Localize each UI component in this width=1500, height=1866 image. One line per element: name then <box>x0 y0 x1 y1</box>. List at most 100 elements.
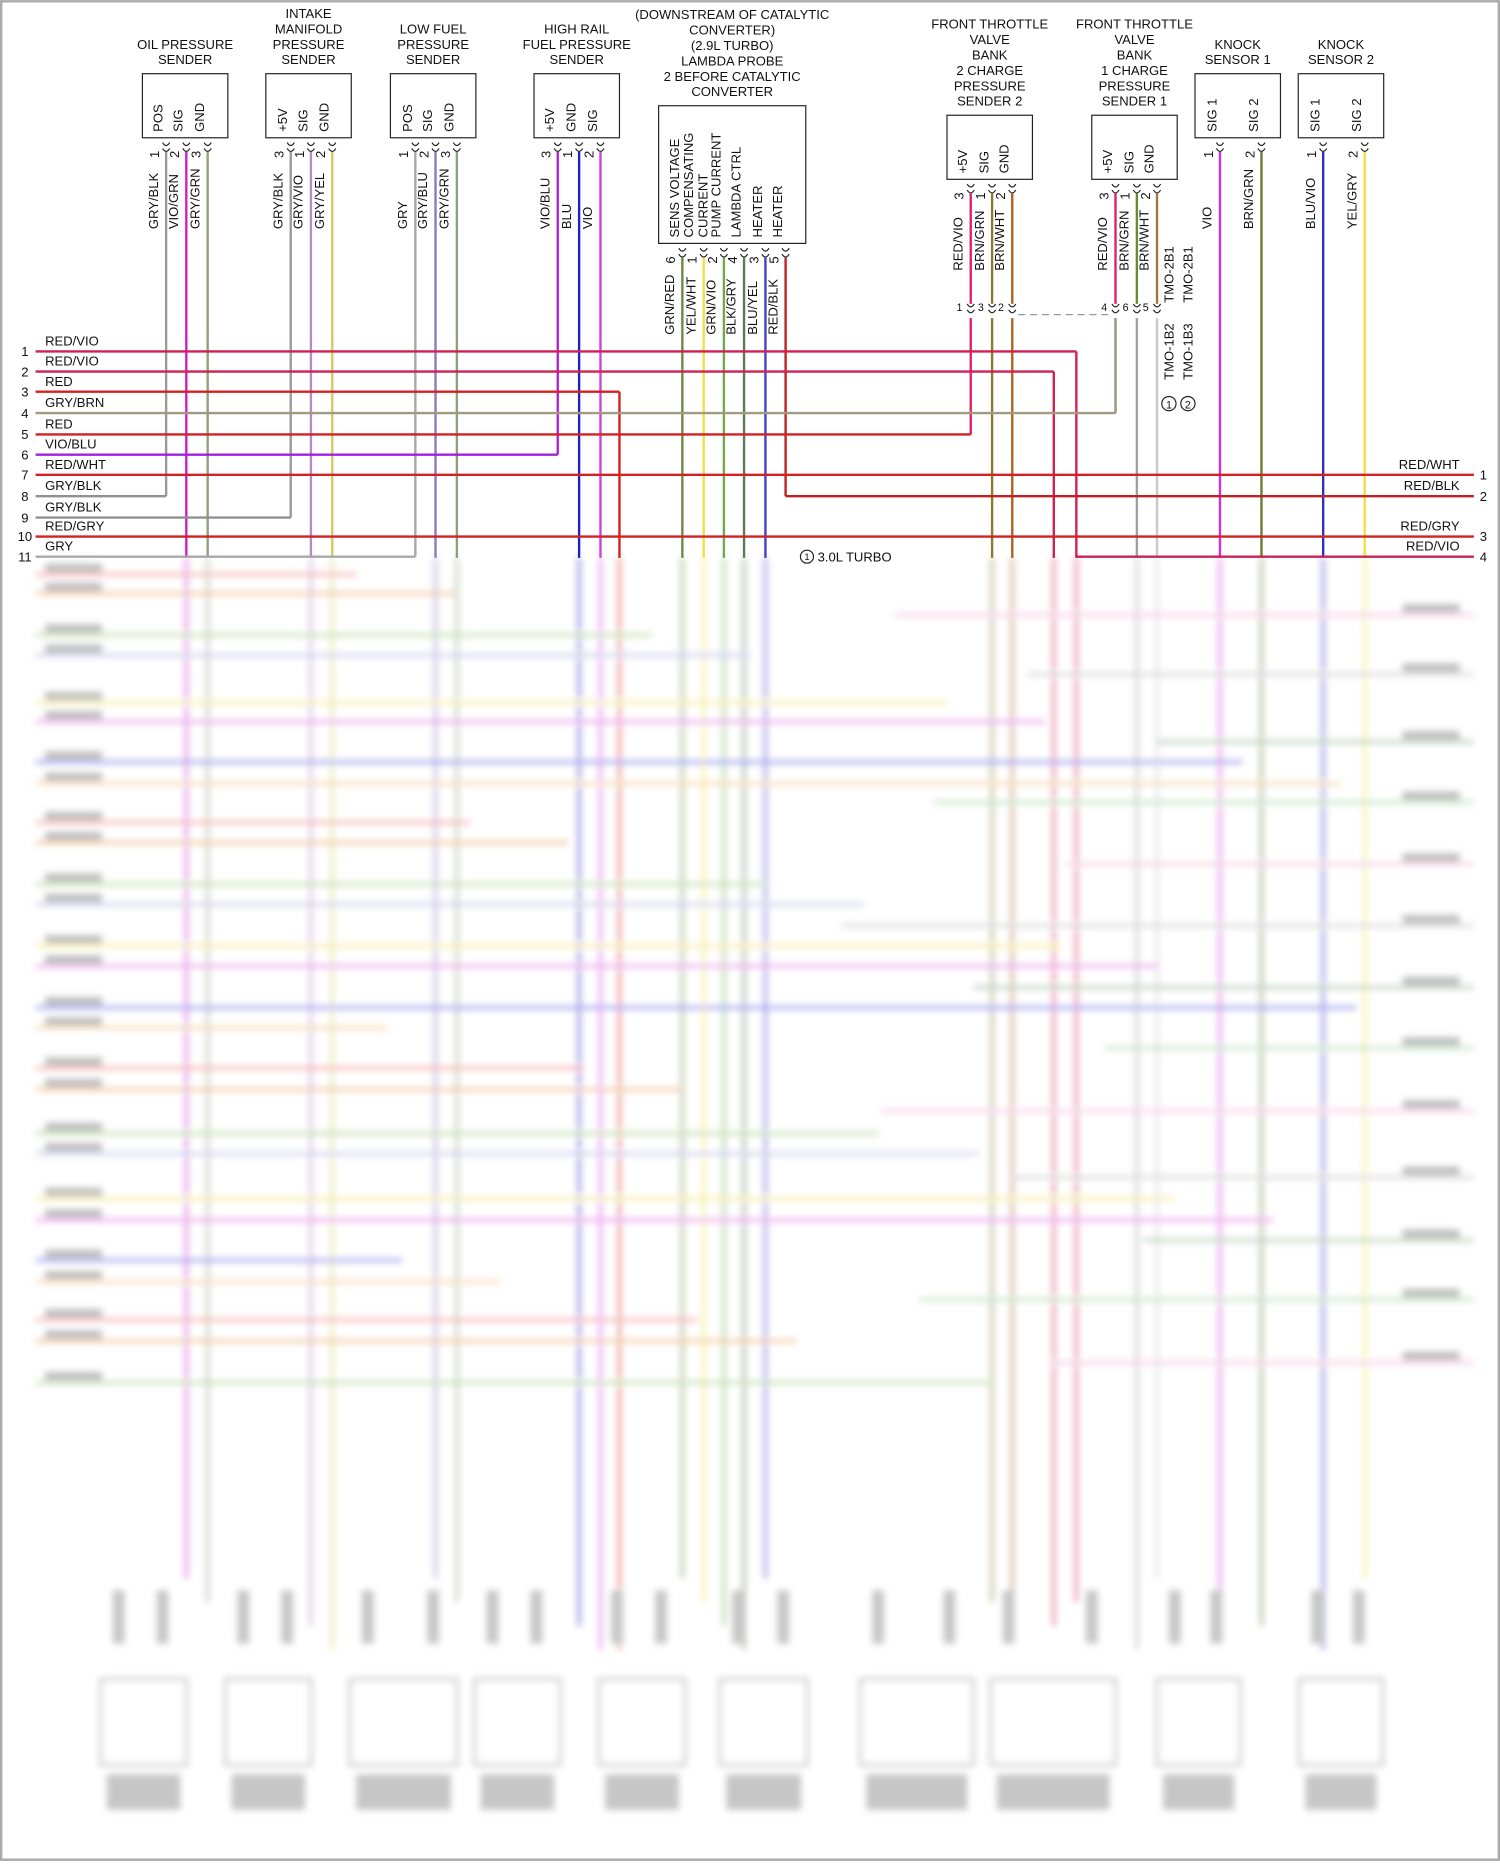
component-box <box>348 1678 459 1766</box>
pin-number: 5 <box>766 256 781 263</box>
component-title: VALVE <box>1114 32 1154 47</box>
connector-bracket <box>761 247 770 258</box>
pin-number: 2 <box>1138 192 1153 199</box>
component-title: SENDER <box>281 52 335 67</box>
label-blob <box>1402 1288 1460 1298</box>
pin-number: 3 <box>272 151 287 158</box>
connector-label: TMO-2B1 <box>1181 246 1196 303</box>
connector-bracket <box>719 247 728 258</box>
wire-label: VIO/BLU <box>537 178 552 229</box>
bus-number: 9 <box>21 510 28 525</box>
pin-number: 2 <box>313 151 328 158</box>
component-title: KNOCK <box>1215 37 1262 52</box>
label-blob <box>45 996 103 1006</box>
bus-label: GRY/BRN <box>45 395 104 410</box>
bus-number: 6 <box>21 447 28 462</box>
bus-number: 4 <box>21 406 28 421</box>
label-blob <box>45 1371 103 1381</box>
label-blob <box>45 644 103 653</box>
connector-label: TMO-2B1 <box>1162 246 1177 303</box>
wire-label: GRY <box>395 201 410 229</box>
wire-label: GRN/RED <box>662 275 677 335</box>
component-title: 2 BEFORE CATALYTIC <box>664 69 801 84</box>
connector-bracket <box>988 303 997 314</box>
label-blob <box>1402 663 1460 672</box>
label-blob <box>45 751 103 760</box>
connector-bracket <box>203 142 212 153</box>
pin-number: 1 <box>1118 192 1133 199</box>
component-box <box>1297 73 1385 139</box>
pin-number: 1 <box>1304 151 1319 158</box>
wire-label: BLK/GRY <box>724 278 739 335</box>
wire-label: GRY/BLK <box>146 173 161 230</box>
pin-name: SIG 1 <box>1308 98 1323 131</box>
bus-number: 2 <box>1480 489 1487 504</box>
label-blob <box>45 955 103 964</box>
component-title: SENDER <box>406 52 460 67</box>
pin-name: +5V <box>275 108 290 132</box>
label-blob <box>45 1057 103 1066</box>
bus-label: RED/BLK <box>1404 478 1460 493</box>
wire-label: GRY/GRN <box>437 168 452 229</box>
bus-number: 5 <box>21 427 28 442</box>
pin-name: GND <box>997 144 1012 173</box>
component-box <box>946 114 1034 180</box>
component-title: PRESSURE <box>1099 78 1171 93</box>
wire-label: GRY/YEL <box>312 173 327 229</box>
bus-label: RED/GRY <box>1400 519 1460 534</box>
wire-label: BLU <box>559 204 574 229</box>
pin-number: 3 <box>438 151 453 158</box>
pin-blob <box>611 1590 624 1644</box>
pin-name: GND <box>192 103 207 132</box>
ref-number: 1 <box>1166 399 1172 411</box>
pin-number: 3 <box>539 151 554 158</box>
pin-name: LAMBDA CTRL <box>729 147 744 238</box>
pin-number: 1 <box>147 151 162 158</box>
ref-circle <box>1180 395 1196 412</box>
wire-label: RED/BLK <box>765 279 780 335</box>
label-blob <box>45 1078 103 1088</box>
connector-bracket <box>162 142 171 153</box>
label-blob <box>45 772 103 781</box>
component-title: KNOCK <box>1318 37 1365 52</box>
pin-name: SENS VOLTAGE <box>667 138 682 237</box>
connector-label: TMO-1B2 <box>1162 323 1177 380</box>
connector-bracket <box>1132 183 1141 194</box>
label-blob <box>45 1309 103 1318</box>
pin-blob <box>156 1590 169 1644</box>
label-blob <box>45 710 103 720</box>
connector-bracket <box>1111 183 1120 194</box>
pin-number: 2 <box>581 151 596 158</box>
wire-label: BRN/WHT <box>992 210 1007 271</box>
bus-label: RED/VIO <box>45 354 99 369</box>
wire-label: BRN/GRN <box>1117 211 1132 271</box>
connector-bracket <box>411 142 420 153</box>
pin-number: 1 <box>973 192 988 199</box>
connector-pin: 4 <box>1101 302 1107 314</box>
label-blob <box>1305 1774 1377 1810</box>
wire-label: BRN/GRN <box>1241 169 1256 229</box>
label-blob <box>1402 604 1460 613</box>
pin-name: SIG 1 <box>1204 98 1219 131</box>
pin-blob <box>427 1590 440 1644</box>
connector-bracket <box>1360 142 1369 153</box>
bus-label: VIO/BLU <box>45 437 96 452</box>
pin-blob <box>1168 1590 1181 1644</box>
component-title: SENDER <box>158 52 212 67</box>
bus-label: GRY/BLK <box>45 500 102 515</box>
label-blob <box>45 691 103 701</box>
pin-name: PUMP CURRENT <box>708 133 723 238</box>
connector-bracket <box>678 247 687 258</box>
pin-name: SIG <box>1121 151 1136 173</box>
component-box <box>1298 1678 1384 1766</box>
component-box <box>658 105 807 244</box>
label-blob <box>45 873 103 882</box>
component-title: LOW FUEL <box>400 21 467 36</box>
pin-name: GND <box>441 103 456 132</box>
bus-number: 10 <box>18 529 33 544</box>
pin-number: 1 <box>292 151 307 158</box>
component-box <box>1194 73 1282 139</box>
pin-name: POS <box>400 104 415 132</box>
